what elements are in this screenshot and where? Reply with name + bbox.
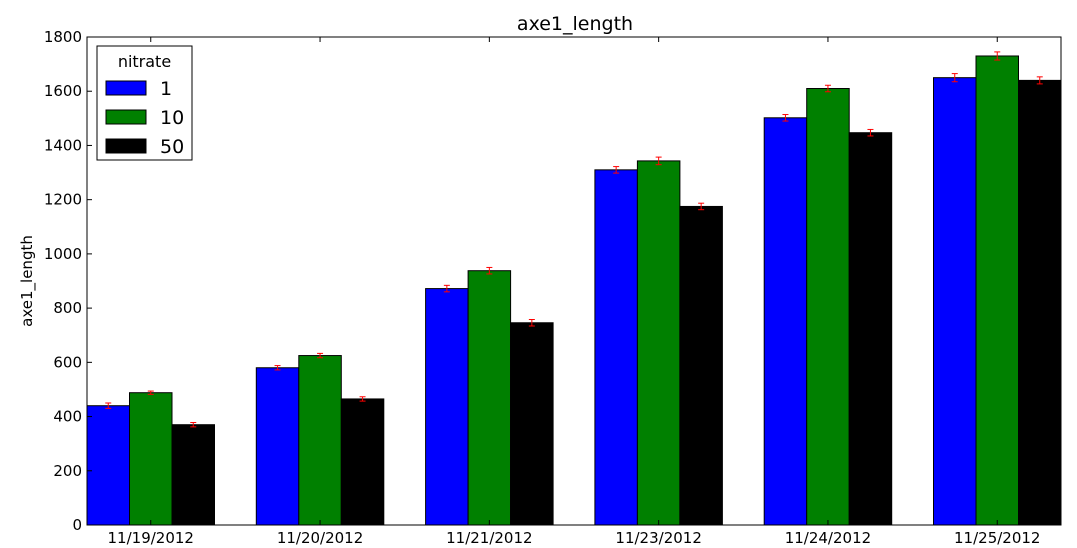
error-bars-layer — [105, 51, 1043, 428]
bar-series-10-0 — [129, 392, 173, 526]
legend-label-50: 50 — [160, 136, 184, 158]
bar-series-10-1 — [298, 355, 342, 526]
bar-series-1-2 — [425, 288, 469, 526]
legend-label-10: 10 — [160, 107, 184, 129]
error-bar-series-10-2 — [486, 266, 493, 275]
legend-title: nitrate — [118, 52, 171, 71]
error-bar-series-1-5 — [951, 73, 958, 83]
bar-series-1-4 — [763, 117, 808, 526]
error-bar-series-1-0 — [105, 402, 112, 409]
y-tick-label-9: 1800 — [44, 28, 82, 46]
y-tick-label-5: 1000 — [44, 245, 82, 263]
bar-series-50-2 — [510, 322, 554, 526]
y-tick-label-4: 800 — [53, 299, 82, 317]
bar-series-1-3 — [594, 169, 638, 526]
bar-series-50-4 — [848, 132, 893, 526]
y-tick-label-0: 0 — [72, 516, 82, 534]
bar-series-10-5 — [975, 55, 1019, 526]
error-bar-series-50-4 — [867, 128, 874, 137]
y-tick-label-6: 1200 — [44, 191, 82, 209]
error-bar-series-10-1 — [317, 352, 324, 359]
bar-series-1-5 — [933, 77, 977, 526]
bar-series-1-0 — [86, 405, 130, 526]
x-tick-label-3: 11/23/2012 — [615, 529, 701, 547]
plot-frame — [86, 36, 1062, 526]
x-tick-label-0: 11/19/2012 — [108, 529, 194, 547]
y-tick-label-1: 200 — [53, 462, 82, 480]
bar-series-50-3 — [679, 205, 723, 526]
error-bar-series-50-2 — [528, 318, 535, 327]
bars-layer — [86, 55, 1062, 526]
chart-title: axe1_length — [517, 13, 633, 35]
error-bar-series-10-0 — [147, 390, 154, 395]
x-tick-label-2: 11/21/2012 — [446, 529, 532, 547]
bar-series-50-0 — [171, 424, 215, 526]
legend-swatch-10 — [105, 109, 147, 125]
x-tick-label-1: 11/20/2012 — [277, 529, 363, 547]
bar-series-10-3 — [636, 160, 681, 526]
bar-series-50-5 — [1018, 79, 1062, 526]
error-bar-series-1-4 — [782, 114, 789, 122]
legend: nitrate 1 10 50 — [96, 45, 193, 161]
error-bar-series-10-3 — [655, 156, 662, 166]
legend-label-1: 1 — [160, 78, 172, 100]
bar-series-50-1 — [340, 398, 385, 526]
error-bar-series-1-1 — [274, 365, 281, 371]
y-tick-label-2: 400 — [53, 408, 82, 426]
error-bar-series-50-5 — [1036, 76, 1043, 85]
y-tick-label-7: 1400 — [44, 136, 82, 154]
x-axis-ticks: 11/19/2012 11/20/2012 11/21/2012 11/23/2012… — [108, 37, 1040, 547]
error-bar-series-50-0 — [190, 422, 197, 428]
error-bar-series-1-3 — [613, 166, 620, 174]
error-bar-series-10-4 — [824, 84, 831, 93]
legend-swatch-50 — [105, 138, 147, 154]
y-tick-label-3: 600 — [53, 353, 82, 371]
bar-series-10-2 — [467, 270, 512, 526]
legend-swatch-1 — [105, 80, 147, 96]
x-tick-label-5: 11/25/2012 — [954, 529, 1040, 547]
error-bar-series-1-2 — [443, 284, 450, 293]
y-tick-label-8: 1600 — [44, 82, 82, 100]
error-bar-series-50-1 — [359, 396, 366, 402]
bar-series-10-4 — [806, 88, 850, 526]
error-bar-series-50-3 — [698, 202, 705, 211]
x-tick-label-4: 11/24/2012 — [785, 529, 871, 547]
error-bar-series-10-5 — [994, 51, 1001, 61]
bar-series-1-1 — [255, 367, 300, 526]
y-axis-label: axe1_length — [18, 235, 37, 327]
y-axis-ticks: 0 200 400 600 800 1000 1200 1400 1600 1800 — [44, 28, 1061, 534]
